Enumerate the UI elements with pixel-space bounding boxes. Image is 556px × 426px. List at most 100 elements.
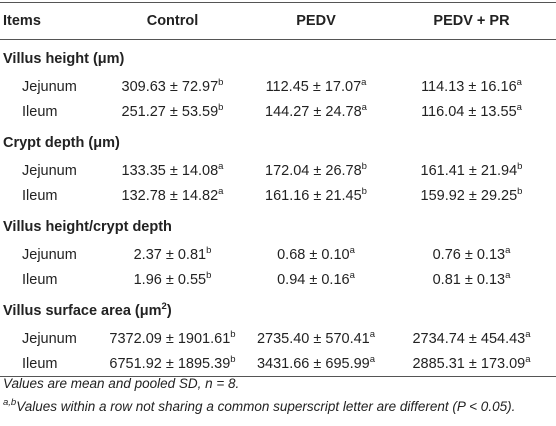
header-text: Control bbox=[146, 13, 199, 29]
value-text: 2885.31 ± 173.09 bbox=[412, 355, 526, 372]
row-label: Ileum bbox=[0, 351, 100, 377]
header-cell: PEDV bbox=[245, 3, 387, 40]
data-row: Ileum 6751.92 ± 1895.39b 3431.66 ± 695.99a… bbox=[0, 351, 556, 377]
value-text: 2734.74 ± 454.43 bbox=[412, 330, 526, 347]
data-table: Items Control PEDV PEDV + PR Villus height … bbox=[0, 2, 556, 377]
label-text: Ileum bbox=[22, 187, 58, 204]
value-cell: 161.41 ± 21.94b bbox=[387, 158, 556, 183]
section-row: Villus height/crypt depth bbox=[0, 208, 556, 242]
value-text: 0.94 ± 0.16 bbox=[277, 271, 350, 288]
value-cell: 116.04 ± 13.55a bbox=[387, 99, 556, 124]
table-body: Villus height (μm) Jejunum 309.63 ± 72.97b… bbox=[0, 40, 556, 377]
value-cell: 2734.74 ± 454.43a bbox=[387, 326, 556, 351]
value-cell: 132.78 ± 14.82a bbox=[100, 183, 245, 208]
section-text: ) bbox=[166, 303, 172, 319]
row-label: Jejunum bbox=[0, 158, 100, 183]
header-cell: Items bbox=[0, 3, 100, 40]
superscript: b bbox=[218, 101, 224, 113]
data-row: Jejunum 309.63 ± 72.97b 112.45 ± 17.07a 114… bbox=[0, 74, 556, 99]
section-title: Villus surface area (μm2) bbox=[0, 292, 556, 326]
superscript: a,b bbox=[3, 397, 17, 408]
superscript: a bbox=[349, 244, 355, 256]
superscript: a bbox=[516, 76, 522, 88]
row-label: Ileum bbox=[0, 183, 100, 208]
value-cell: 0.68 ± 0.10a bbox=[245, 242, 387, 267]
superscript: a bbox=[505, 244, 511, 256]
value-text: 172.04 ± 26.78 bbox=[265, 162, 362, 179]
value-text: 114.13 ± 16.16 bbox=[421, 78, 517, 95]
superscript: a bbox=[516, 101, 522, 113]
section-title: Villus height/crypt depth bbox=[0, 208, 556, 242]
value-text: 0.81 ± 0.13 bbox=[432, 271, 506, 288]
superscript: b bbox=[218, 76, 224, 88]
value-text: 2735.40 ± 570.41 bbox=[256, 330, 370, 347]
superscript: a bbox=[349, 269, 355, 281]
header-text: PEDV bbox=[296, 13, 336, 29]
value-text: 3431.66 ± 695.99 bbox=[256, 355, 370, 372]
footnote-text: Values within a row not sharing a common… bbox=[16, 399, 516, 414]
value-cell: 0.94 ± 0.16a bbox=[245, 267, 387, 292]
value-text: 0.68 ± 0.10 bbox=[277, 246, 350, 263]
superscript: a bbox=[505, 269, 511, 281]
header-row: Items Control PEDV PEDV + PR bbox=[0, 2, 556, 40]
value-cell: 1.96 ± 0.55b bbox=[100, 267, 245, 292]
data-row: Jejunum 7372.09 ± 1901.61b 2735.40 ± 570.4… bbox=[0, 326, 556, 351]
superscript: b bbox=[230, 328, 236, 340]
value-text: 132.78 ± 14.82 bbox=[121, 187, 219, 204]
superscript: b bbox=[206, 244, 212, 256]
section-row: Villus height (μm) bbox=[0, 40, 556, 75]
label-text: Jejunum bbox=[22, 246, 77, 263]
footnote: a,bValues within a row not sharing a com… bbox=[3, 397, 516, 414]
superscript: a bbox=[361, 76, 367, 88]
data-row: Ileum 251.27 ± 53.59b 144.27 ± 24.78a 116.0… bbox=[0, 99, 556, 124]
value-cell: 309.63 ± 72.97b bbox=[100, 74, 245, 99]
value-cell: 144.27 ± 24.78a bbox=[245, 99, 387, 124]
row-label: Jejunum bbox=[0, 74, 100, 99]
row-label: Ileum bbox=[0, 267, 100, 292]
superscript: a bbox=[218, 185, 224, 197]
value-text: 251.27 ± 53.59 bbox=[121, 103, 219, 120]
data-row: Jejunum 133.35 ± 14.08a 172.04 ± 26.78b 161… bbox=[0, 158, 556, 183]
label-text: Jejunum bbox=[22, 330, 77, 347]
value-text: 159.92 ± 29.25 bbox=[420, 187, 518, 204]
section-text: Villus height (μm) bbox=[3, 51, 125, 67]
superscript: b bbox=[517, 160, 523, 172]
value-text: 7372.09 ± 1901.61 bbox=[109, 330, 231, 347]
section-row: Villus surface area (μm2) bbox=[0, 292, 556, 326]
superscript: a bbox=[369, 328, 376, 340]
section-text: Crypt depth (μm) bbox=[3, 135, 120, 151]
section-title: Villus height (μm) bbox=[0, 40, 556, 75]
value-cell: 0.76 ± 0.13a bbox=[387, 242, 556, 267]
value-text: 309.63 ± 72.97 bbox=[121, 78, 219, 95]
row-label: Jejunum bbox=[0, 242, 100, 267]
value-text: 2.37 ± 0.81 bbox=[133, 246, 207, 263]
value-text: 161.16 ± 21.45 bbox=[265, 187, 362, 204]
superscript: a bbox=[361, 101, 367, 113]
section-text: Villus height/crypt depth bbox=[3, 219, 172, 235]
header-text: PEDV + PR bbox=[433, 13, 510, 29]
value-text: 116.04 ± 13.55 bbox=[421, 103, 517, 120]
superscript: b bbox=[361, 185, 367, 197]
value-cell: 0.81 ± 0.13a bbox=[387, 267, 556, 292]
label-text: Ileum bbox=[22, 355, 58, 372]
value-cell: 2.37 ± 0.81b bbox=[100, 242, 245, 267]
value-text: 112.45 ± 17.07 bbox=[265, 78, 362, 95]
value-cell: 2885.31 ± 173.09a bbox=[387, 351, 556, 377]
value-cell: 112.45 ± 17.07a bbox=[245, 74, 387, 99]
value-text: 161.41 ± 21.94 bbox=[420, 162, 518, 179]
superscript: b bbox=[230, 353, 236, 365]
section-row: Crypt depth (μm) bbox=[0, 124, 556, 158]
data-row: Jejunum 2.37 ± 0.81b 0.68 ± 0.10a 0.76 ± 0.… bbox=[0, 242, 556, 267]
value-cell: 3431.66 ± 695.99a bbox=[245, 351, 387, 377]
label-text: Ileum bbox=[22, 271, 58, 288]
superscript: 2 bbox=[161, 301, 167, 312]
value-cell: 7372.09 ± 1901.61b bbox=[100, 326, 245, 351]
value-cell: 251.27 ± 53.59b bbox=[100, 99, 245, 124]
value-text: 144.27 ± 24.78 bbox=[265, 103, 362, 120]
header-cell: PEDV + PR bbox=[387, 3, 556, 40]
value-text: 6751.92 ± 1895.39 bbox=[109, 355, 231, 372]
section-title: Crypt depth (μm) bbox=[0, 124, 556, 158]
row-label: Ileum bbox=[0, 99, 100, 124]
value-text: 1.96 ± 0.55 bbox=[133, 271, 207, 288]
